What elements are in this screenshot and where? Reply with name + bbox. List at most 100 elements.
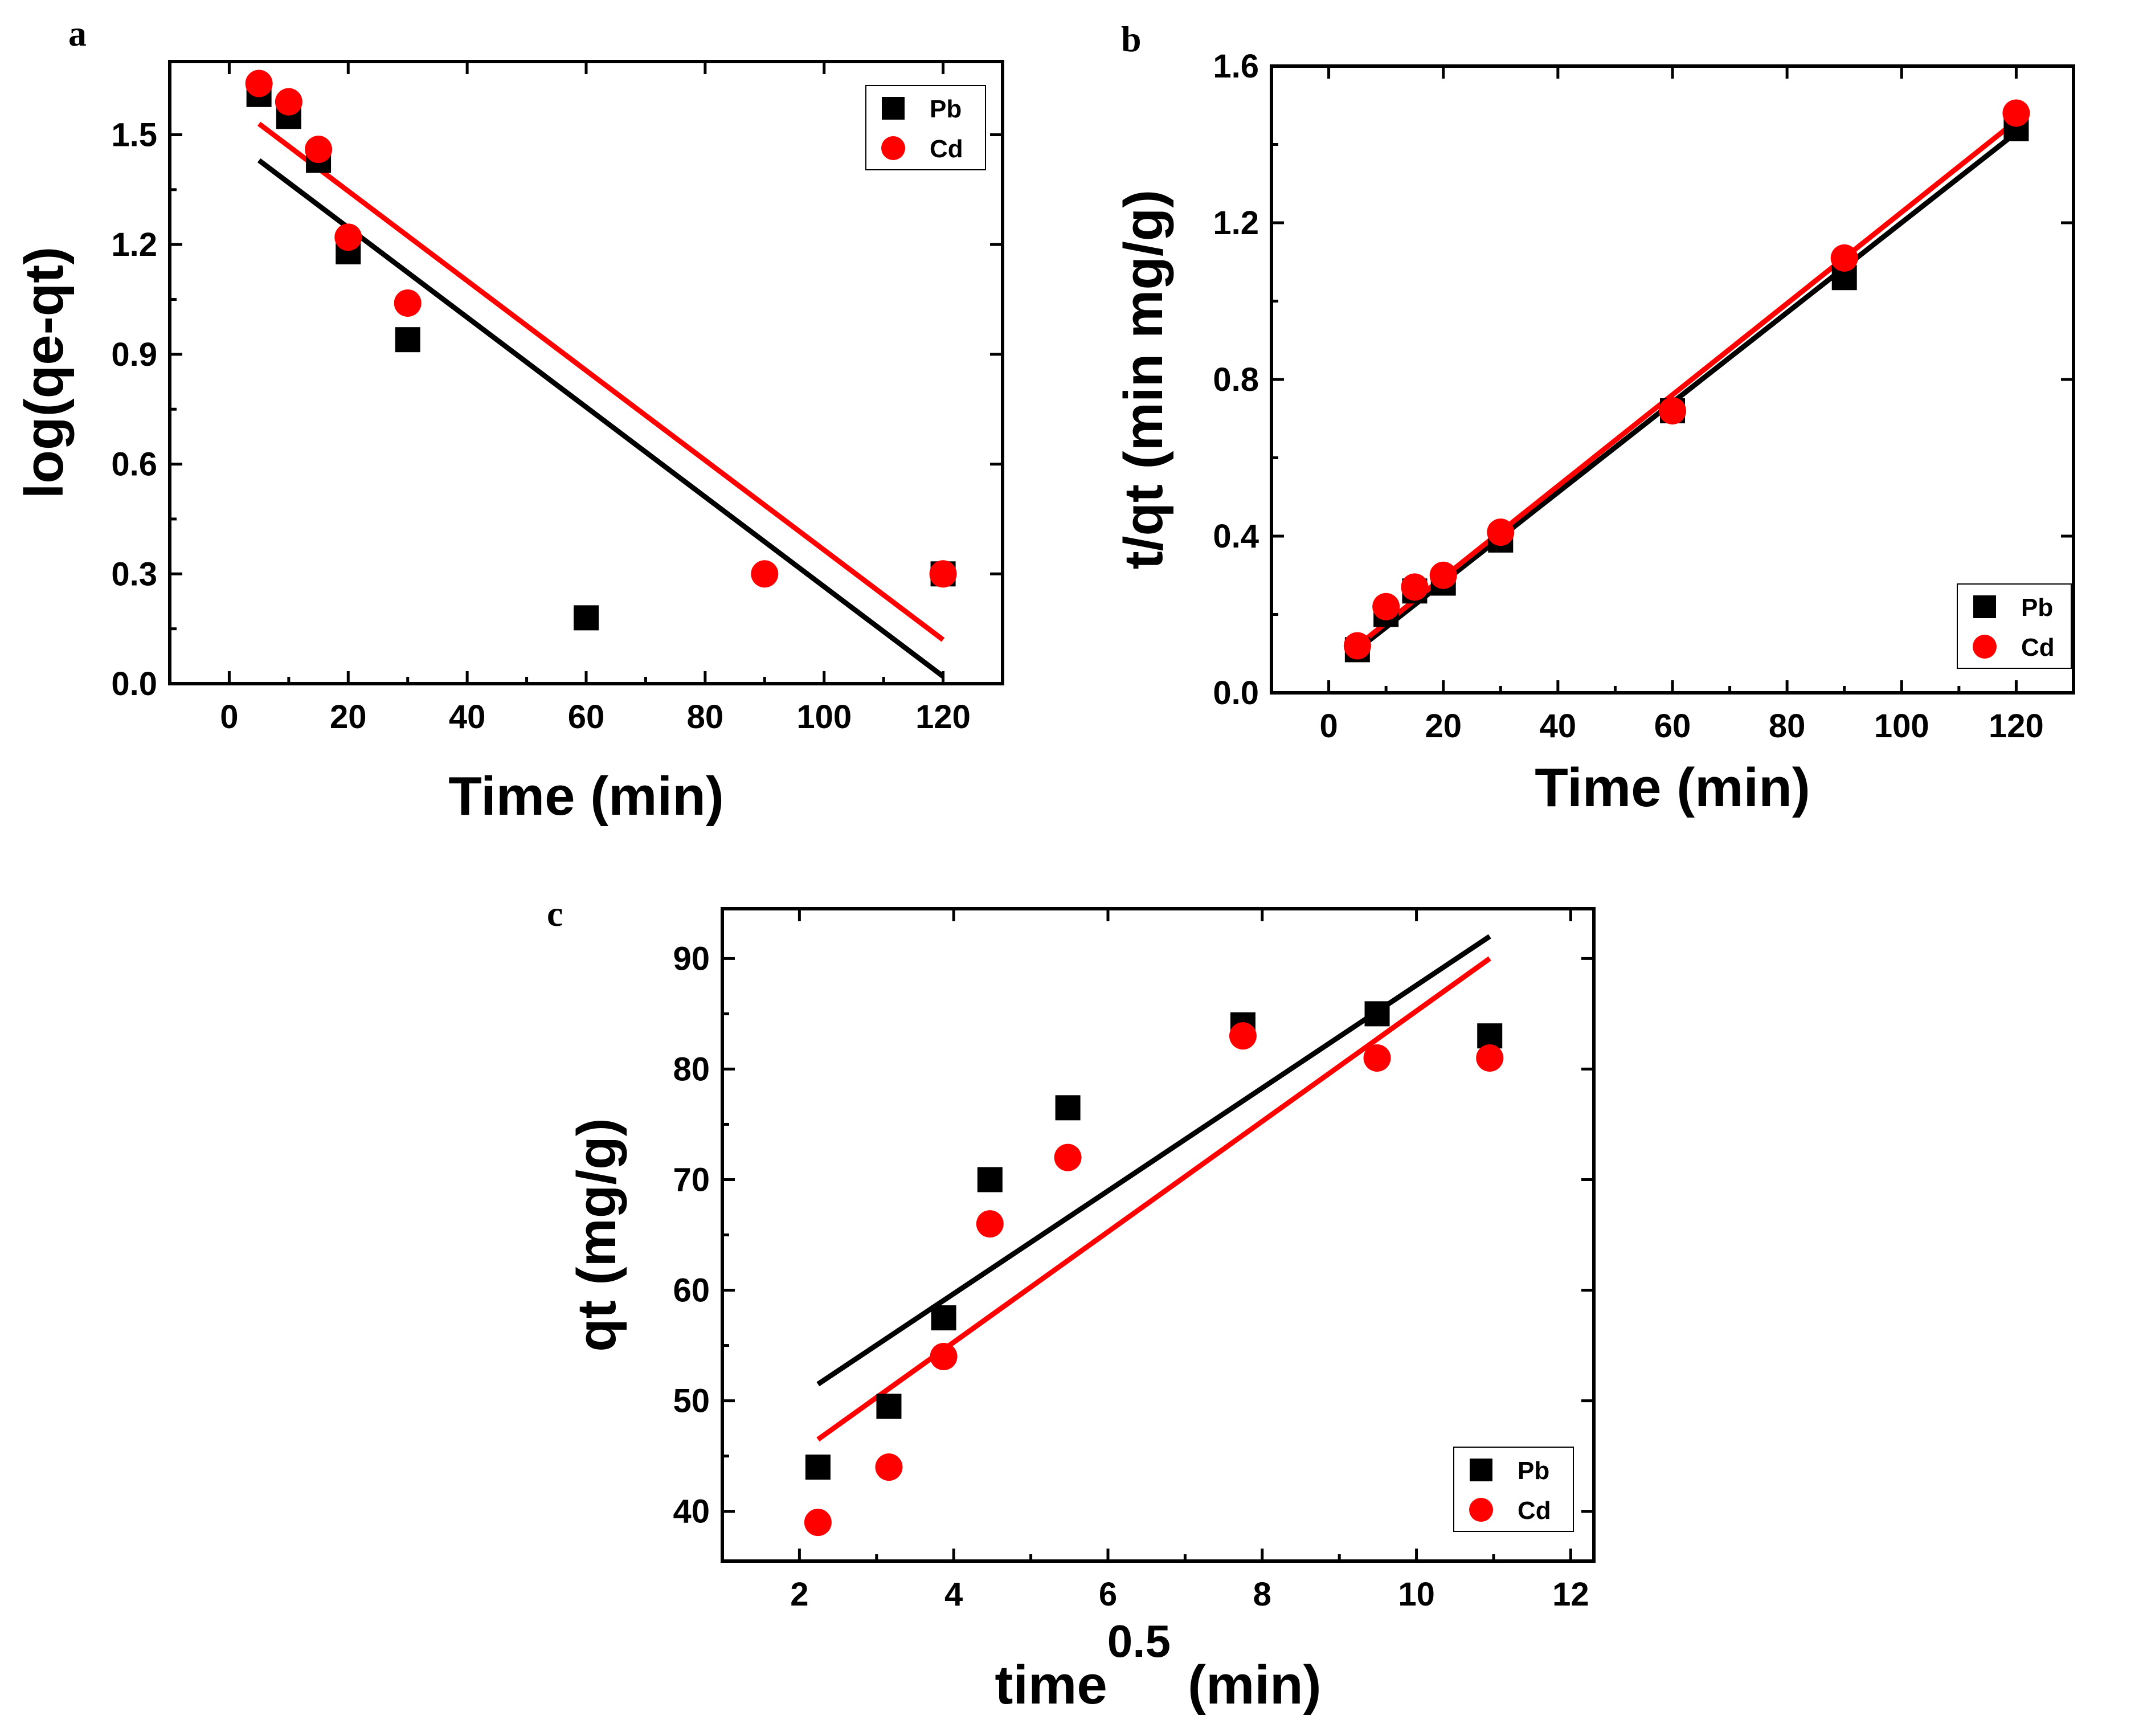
legend-marker-cd (1469, 1498, 1493, 1522)
x-tick-label-b: 100 (1874, 708, 1929, 745)
y-axis-label-b: t/qt (min mg/g) (1113, 190, 1174, 570)
x-tick-label-b: 20 (1425, 708, 1462, 745)
point-cd-b (1429, 561, 1457, 589)
y-tick-label-c: 40 (673, 1493, 710, 1530)
legend-marker-pb (1470, 1459, 1492, 1481)
plot-area-a (245, 70, 957, 679)
x-axis-label-b: Time (min) (1535, 757, 1810, 818)
x-tick-label-a: 80 (687, 699, 724, 736)
point-pb-c (977, 1167, 1003, 1192)
point-cd-c (1054, 1143, 1082, 1171)
x-tick-label-c: 10 (1398, 1576, 1435, 1613)
legend-a: Pb Cd (865, 85, 986, 170)
legend-label-pb: Pb (930, 95, 962, 123)
point-pb-c (1055, 1095, 1081, 1121)
y-tick-label-b: 0.0 (1213, 675, 1259, 712)
x-tick-label-b: 80 (1769, 708, 1806, 745)
x-tick-label-a: 0 (220, 699, 238, 736)
y-tick-label-a: 0.6 (111, 446, 157, 483)
x-tick-label-c: 2 (790, 1576, 808, 1613)
x-tick-label-c: 12 (1552, 1576, 1589, 1613)
legend-marker-pb (882, 97, 905, 120)
x-axis-label-main: time (995, 1655, 1107, 1715)
point-cd-a (929, 560, 957, 588)
x-axis-label-a: Time (min) (448, 766, 724, 827)
point-cd-c (930, 1342, 958, 1370)
x-tick-label-c: 6 (1099, 1576, 1117, 1613)
legend-marker-cd (1973, 635, 1997, 659)
fit-line-cd-a (257, 121, 945, 642)
x-axis-label-unit: (min) (1188, 1655, 1322, 1715)
x-axis-label-sup: 0.5 (1107, 1616, 1171, 1666)
fit-line-cd-c (816, 956, 1491, 1442)
y-tick-label-a: 0.3 (111, 555, 157, 593)
y-tick-label-c: 70 (673, 1161, 710, 1198)
y-tick-label-c: 80 (673, 1051, 710, 1088)
fit-line-pb-a (257, 158, 945, 679)
x-tick-label-b: 120 (1989, 708, 2044, 745)
fit-line-pb-b (1356, 130, 2018, 652)
point-pb-a (395, 327, 420, 353)
x-tick-label-a: 120 (915, 699, 971, 736)
point-cd-b (1372, 593, 1400, 620)
point-cd-b (1343, 632, 1371, 660)
fit-line-cd-b (1356, 119, 2018, 648)
point-cd-a (394, 289, 422, 317)
panel-letter-a: a (68, 13, 87, 54)
point-cd-a (245, 70, 273, 97)
panel-letter-b: b (1121, 19, 1142, 59)
x-tick-label-b: 60 (1654, 708, 1691, 745)
y-tick-label-c: 60 (673, 1272, 710, 1309)
point-cd-b (1487, 518, 1515, 546)
x-tick-label-b: 0 (1319, 708, 1338, 745)
legend-c: Pb Cd (1453, 1447, 1574, 1532)
legend-label-pb: Pb (1518, 1457, 1549, 1485)
y-axis-label-a: log(qe-qt) (14, 247, 75, 499)
x-tick-label-c: 8 (1253, 1576, 1271, 1613)
point-cd-c (1476, 1044, 1504, 1072)
y-tick-label-b: 0.4 (1213, 518, 1259, 555)
point-pb-c (805, 1455, 831, 1480)
legend-marker-cd (881, 136, 905, 160)
x-tick-label-a: 60 (568, 699, 605, 736)
y-tick-label-c: 50 (673, 1383, 710, 1420)
point-cd-c (1363, 1044, 1391, 1072)
x-axis-label-c: time0.5 (min) (995, 1616, 1321, 1715)
legend-label-cd: Cd (1518, 1497, 1551, 1525)
point-cd-b (1659, 397, 1686, 424)
point-cd-b (1830, 244, 1858, 272)
x-tick-label-a: 100 (796, 699, 852, 736)
point-pb-c (1477, 1023, 1503, 1049)
y-axis-label-c: qt (mg/g) (566, 1118, 627, 1352)
legend-b: Pb Cd (1957, 583, 2072, 669)
legend-label-cd: Cd (2021, 634, 2055, 661)
point-cd-a (305, 136, 333, 164)
plot-area-b (1343, 99, 2030, 663)
point-pb-a (574, 605, 599, 631)
point-cd-a (275, 88, 302, 116)
point-cd-c (1229, 1022, 1257, 1050)
point-cd-b (1401, 573, 1429, 601)
legend-label-cd: Cd (930, 135, 963, 163)
y-tick-label-b: 0.8 (1213, 361, 1259, 398)
point-pb-c (1364, 1001, 1390, 1027)
point-cd-a (751, 560, 779, 588)
x-tick-label-a: 40 (449, 699, 486, 736)
point-pb-c (876, 1394, 902, 1419)
y-tick-label-a: 1.2 (111, 226, 157, 263)
x-tick-label-a: 20 (330, 699, 367, 736)
x-tick-label-b: 40 (1540, 708, 1577, 745)
point-cd-b (2002, 99, 2030, 127)
y-tick-label-a: 0.0 (111, 665, 157, 702)
panel-a: a 0 20 40 60 80 100 120 0.0 0.3 0.6 0.9 1.2 1.5 Time (… (14, 13, 1004, 827)
point-pb-c (931, 1305, 956, 1331)
y-tick-label-b: 1.6 (1213, 48, 1259, 85)
point-cd-c (875, 1453, 903, 1481)
y-tick-label-a: 0.9 (111, 336, 157, 373)
point-cd-c (804, 1509, 832, 1537)
x-tick-label-c: 4 (944, 1576, 963, 1613)
panel-letter-c: c (547, 893, 563, 934)
y-tick-label-c: 90 (673, 940, 710, 977)
legend-marker-pb (1973, 595, 1996, 618)
